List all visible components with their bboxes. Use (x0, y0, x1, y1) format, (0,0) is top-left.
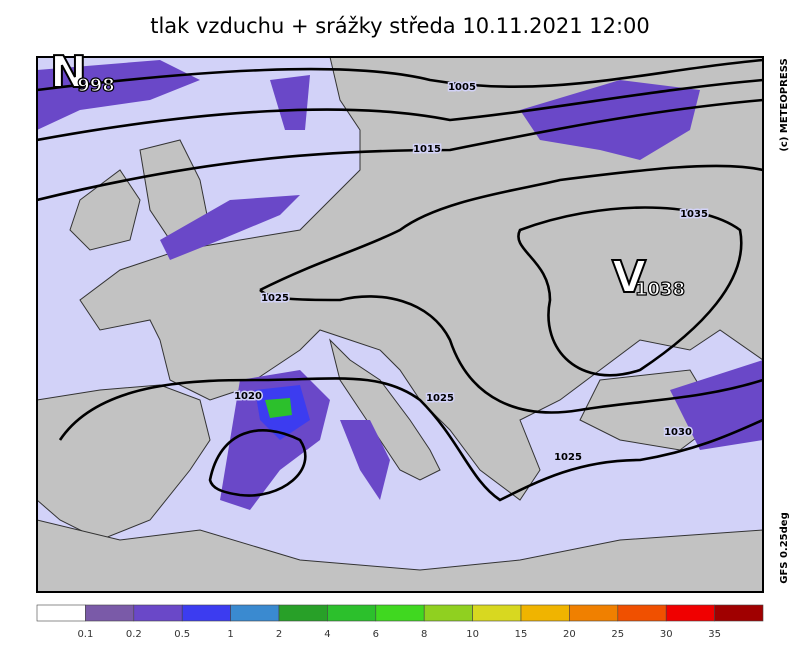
map-frame (36, 56, 764, 593)
legend-label: 4 (324, 629, 330, 640)
legend-label: 0.2 (126, 629, 142, 640)
isobar (37, 78, 763, 142)
isobar (58, 377, 763, 502)
precipitation (270, 75, 310, 130)
pressure-center-value: 998 (77, 75, 115, 96)
legend-label: 30 (660, 629, 673, 640)
isobar-label: 1020 (234, 391, 262, 402)
legend-label: 20 (563, 629, 576, 640)
map (37, 57, 763, 592)
credit: GFS 0.25deg (779, 512, 790, 584)
pressure-center-value: 1038 (635, 279, 685, 300)
isobar (259, 164, 763, 414)
legend-label: 25 (611, 629, 624, 640)
isobar-label: 1025 (554, 452, 582, 463)
precipitation (670, 360, 763, 450)
isobar (37, 98, 763, 202)
isobar-label: 1025 (261, 293, 289, 304)
legend-swatch (665, 604, 715, 622)
legend-swatch (569, 604, 619, 622)
precipitation (340, 420, 390, 500)
pressure-center-letter: N (50, 47, 87, 98)
isobar (37, 58, 763, 92)
land (79, 57, 763, 501)
legend-label: 2 (276, 629, 282, 640)
legend-label: 8 (421, 629, 427, 640)
land (329, 338, 441, 481)
legend-swatch (327, 604, 377, 622)
legend-swatch (181, 604, 231, 622)
land (37, 519, 763, 592)
legend-label: 15 (515, 629, 528, 640)
land (69, 169, 141, 251)
isobar (517, 206, 743, 377)
legend-label: 35 (708, 629, 721, 640)
legend-swatch (133, 604, 183, 622)
legend-label: 10 (466, 629, 479, 640)
isobar-label: 1025 (426, 393, 454, 404)
legend-label: 1 (227, 629, 233, 640)
legend-swatch (278, 604, 328, 622)
legend-swatch (520, 604, 570, 622)
isobar-label: 1005 (448, 82, 476, 93)
legend-swatch (714, 604, 764, 622)
legend-label: 0.5 (174, 629, 190, 640)
isobar-label: 1035 (680, 209, 708, 220)
legend-swatch (230, 604, 280, 622)
legend-label: 0.1 (77, 629, 93, 640)
isobar-label: 1030 (664, 427, 692, 438)
legend-swatch (36, 604, 86, 622)
legend-swatch (472, 604, 522, 622)
legend-label: 6 (373, 629, 379, 640)
isobar (208, 429, 307, 497)
land (37, 384, 211, 541)
title: tlak vzduchu + srážky středa 10.11.2021 … (150, 14, 650, 38)
legend-swatch (423, 604, 473, 622)
isobar-label: 1015 (413, 144, 441, 155)
legend-swatch (617, 604, 667, 622)
precipitation (265, 398, 292, 418)
pressure-center-letter: V (612, 252, 646, 303)
legend-swatch (85, 604, 135, 622)
credit: (c) METEOPRESS (779, 58, 790, 151)
legend-swatch (375, 604, 425, 622)
precipitation (160, 195, 300, 260)
legend: 0.1 0.2 0.5 1 2 4 6 8 10 15 20 25 30 35 (36, 604, 764, 640)
